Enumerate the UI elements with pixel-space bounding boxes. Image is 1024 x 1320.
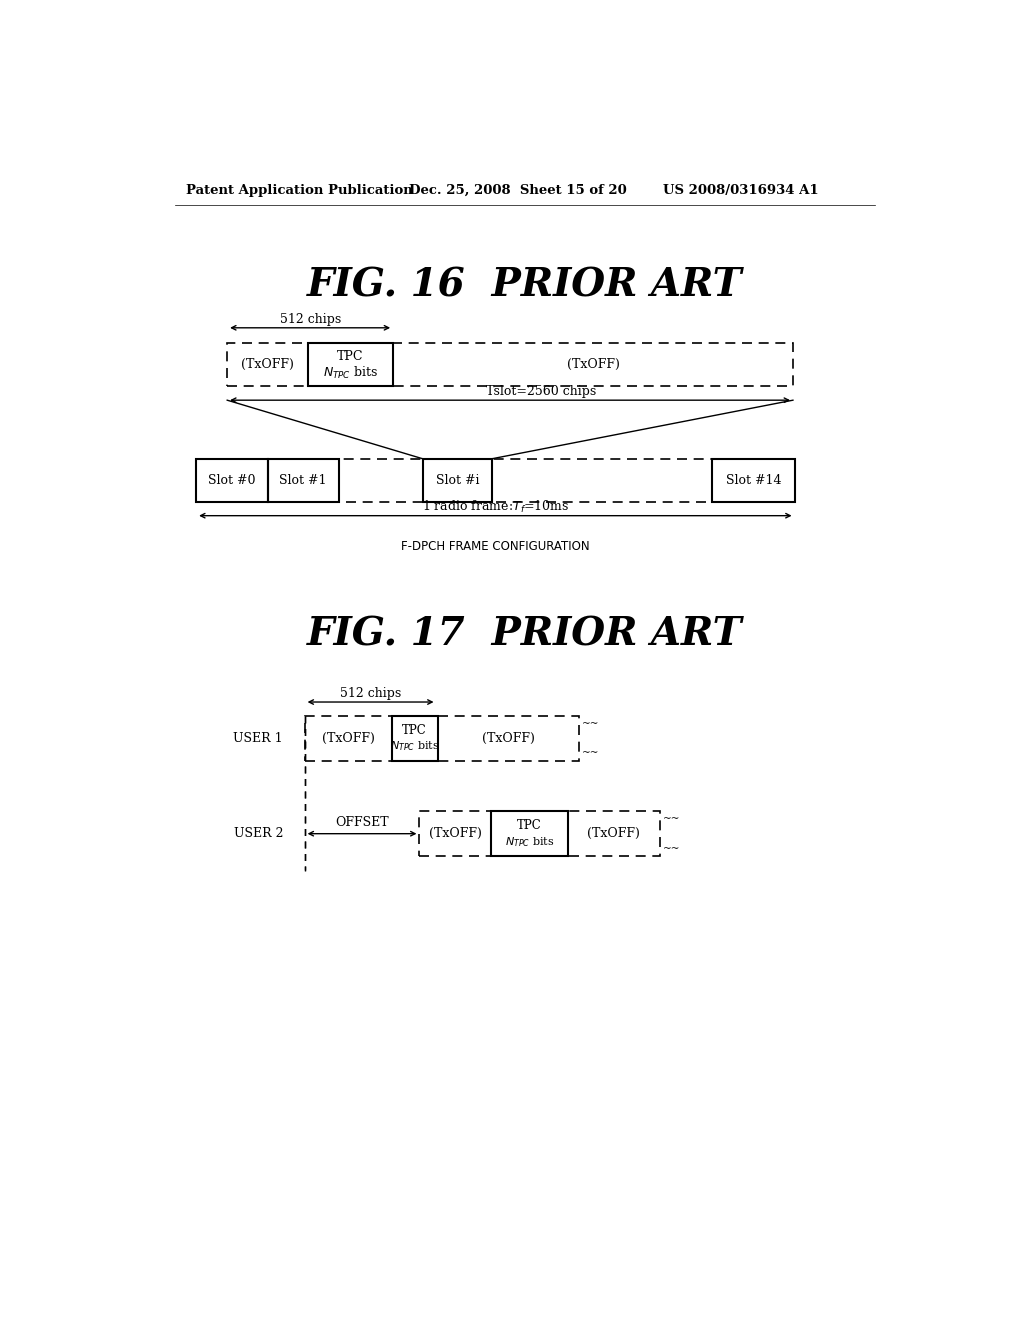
Bar (713, 459, 795, 502)
Text: FIG. 17  PRIOR ART: FIG. 17 PRIOR ART (307, 615, 742, 653)
Text: FIG. 16  PRIOR ART: FIG. 16 PRIOR ART (307, 267, 742, 305)
Text: ~~: ~~ (663, 843, 680, 853)
Text: $N_{TPC}$ bits: $N_{TPC}$ bits (323, 364, 378, 380)
Text: (TxOFF): (TxOFF) (322, 731, 375, 744)
Text: TPC: TPC (517, 820, 542, 832)
Text: Slot #14: Slot #14 (726, 474, 781, 487)
Text: 512 chips: 512 chips (280, 313, 341, 326)
Text: $N_{TPC}$ bits: $N_{TPC}$ bits (505, 834, 554, 849)
Bar (197, 459, 267, 502)
Text: 1 radio frame:$T_f$=10ms: 1 radio frame:$T_f$=10ms (422, 499, 569, 515)
Text: F-DPCH FRAME CONFIGURATION: F-DPCH FRAME CONFIGURATION (401, 540, 590, 553)
Bar (267, 459, 339, 502)
Text: Slot #1: Slot #1 (280, 474, 327, 487)
Bar (227, 343, 793, 387)
Text: TPC: TPC (402, 723, 427, 737)
Bar (305, 715, 579, 760)
Text: (TxOFF): (TxOFF) (241, 358, 294, 371)
Text: (TxOFF): (TxOFF) (566, 358, 620, 371)
Bar (423, 459, 493, 502)
Text: ~~: ~~ (583, 748, 600, 758)
Text: 512 chips: 512 chips (340, 686, 401, 700)
Text: (TxOFF): (TxOFF) (588, 828, 640, 841)
Bar (420, 812, 659, 857)
Text: USER 2: USER 2 (233, 828, 283, 841)
Bar (490, 812, 568, 857)
Text: USER 1: USER 1 (233, 731, 283, 744)
Text: TPC: TPC (337, 351, 364, 363)
Text: (TxOFF): (TxOFF) (482, 731, 535, 744)
Bar (197, 459, 795, 502)
Text: $N_{TPC}$ bits: $N_{TPC}$ bits (390, 739, 439, 754)
Text: Slot #0: Slot #0 (208, 474, 256, 487)
Text: ~~: ~~ (583, 719, 600, 729)
Text: (TxOFF): (TxOFF) (429, 828, 481, 841)
Text: Dec. 25, 2008  Sheet 15 of 20: Dec. 25, 2008 Sheet 15 of 20 (409, 185, 627, 197)
Bar (308, 343, 393, 387)
Text: ~~: ~~ (663, 814, 680, 824)
Text: Patent Application Publication: Patent Application Publication (186, 185, 413, 197)
Bar (391, 715, 438, 760)
Text: OFFSET: OFFSET (335, 816, 389, 829)
Text: Slot #i: Slot #i (435, 474, 479, 487)
Text: Tslot=2560 chips: Tslot=2560 chips (486, 385, 596, 399)
Text: US 2008/0316934 A1: US 2008/0316934 A1 (663, 185, 818, 197)
